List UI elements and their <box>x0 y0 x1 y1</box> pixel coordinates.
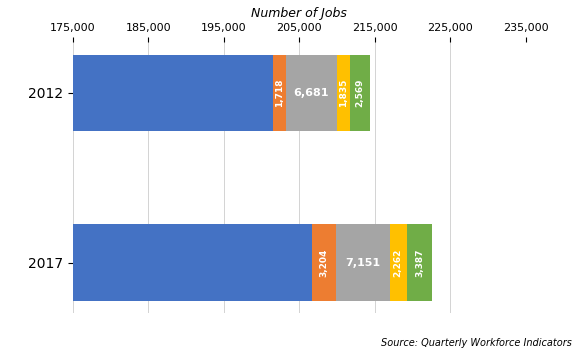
Bar <box>0 55 273 131</box>
X-axis label: Number of Jobs: Number of Jobs <box>251 7 347 20</box>
Text: 1,835: 1,835 <box>339 78 348 107</box>
Text: 2,569: 2,569 <box>356 78 364 107</box>
Bar <box>0 225 312 301</box>
Text: 2,262: 2,262 <box>394 249 403 277</box>
Bar <box>336 55 350 131</box>
Bar <box>350 55 370 131</box>
Text: 7,151: 7,151 <box>345 258 380 268</box>
Bar <box>336 225 390 301</box>
Text: 3,387: 3,387 <box>415 249 424 277</box>
Text: 3,204: 3,204 <box>319 249 328 277</box>
Bar <box>312 225 336 301</box>
Bar <box>406 225 432 301</box>
Text: 6,681: 6,681 <box>294 88 329 98</box>
Text: Source: Quarterly Workforce Indicators: Source: Quarterly Workforce Indicators <box>381 339 572 348</box>
Bar <box>390 225 406 301</box>
Bar <box>273 55 286 131</box>
Bar <box>286 55 336 131</box>
Text: 1,718: 1,718 <box>275 78 284 107</box>
